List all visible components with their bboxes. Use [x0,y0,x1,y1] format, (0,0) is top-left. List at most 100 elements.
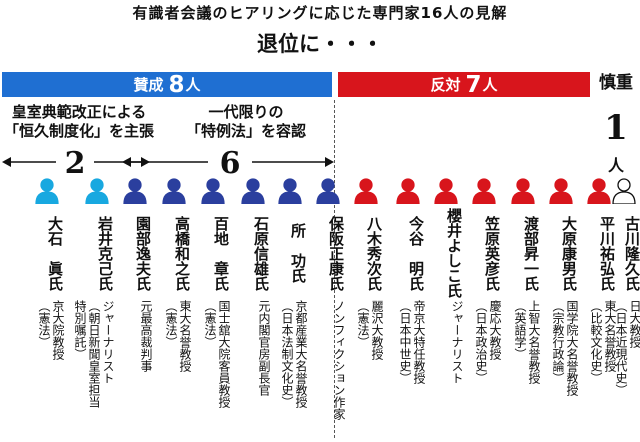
person-icon [30,178,63,204]
person-name: 平川祐弘氏 [598,215,616,291]
person-icon [157,178,190,204]
person-icon [118,178,151,204]
person-affiliation: 国学院大名誉教授 （宗教行政論） [546,300,579,440]
person-name: 古川隆久氏 [623,215,640,291]
person-affiliation-line: ジャーナリスト [101,300,115,384]
group-permanent-count: 2 [64,146,86,181]
group-permanent-line2: 「恒久制度化」を主張 [3,122,154,140]
person-affiliation-line: （日本法制文化史） [280,300,294,408]
person-affiliation-line: 上智大名誉教授 [527,300,541,384]
person-affiliation-line: （憲法） [164,300,178,348]
person-affiliation-line: （比較文化史） [589,300,603,384]
person-affiliation: ジャーナリスト [431,300,464,440]
person-affiliation: 日大教授 （日本近現代史） [609,300,640,440]
against-count: 7 [465,71,482,98]
stance-divider [334,100,335,438]
person-affiliation-line: （英語学） [513,300,527,360]
person-affiliation-line: （朝日新聞皇室担当 [87,300,101,408]
person-affiliation: 元最高裁判事 [120,300,153,440]
group-permanent-line1: 皇室典範改正による [11,103,147,121]
cautious-count: 1 [604,108,628,148]
person-icon [429,178,462,204]
person-icon [467,178,500,204]
person-affiliation-line: 慶応大教授 [488,300,502,360]
group-special-law-line2: 「特例法」を容認 [185,122,306,140]
person-affiliation: 慶応大教授 （日本政治史） [469,300,502,440]
person-name: 大原康男氏 [560,215,578,291]
person-affiliation-line: ジャーナリスト [450,300,464,384]
person-affiliation-line: 国学院大名誉教授 [565,300,579,396]
for-label: 賛成 [133,76,164,94]
person-affiliation-line: 帝京大特任教授 [412,300,426,384]
person-affiliation: 京都産業大名誉教授 （日本法制文化史） [275,300,308,440]
person-affiliation: 麗沢大教授 （憲法） [351,300,384,440]
group-arrows [2,157,334,167]
person-name: 石原信雄氏 [252,215,270,291]
person-icon [391,178,424,204]
person-affiliation: 上智大名誉教授 （英語学） [508,300,541,440]
person-icon [311,178,344,204]
person-icon [506,178,539,204]
person-icon [544,178,577,204]
arrow-head-left-end [141,157,150,167]
person-name: 八木秀次氏 [365,215,383,291]
person-name: 今谷 明氏 [407,215,425,291]
person-affiliation-line: 元最高裁判事 [139,300,153,372]
person-icon [196,178,229,204]
person-icon [582,178,615,204]
group-special-law-line1: 一代限りの [208,103,284,121]
person-name: 所 功氏 [289,223,307,283]
person-affiliation-line: 国士舘大院客員教授 [217,300,231,408]
person-affiliation-line: （宗教行政論） [551,300,565,384]
page-subtitle: 退位に・・・ [257,31,383,56]
arrow-head-right-start [122,157,131,167]
page-title: 有識者会議のヒアリングに応じた専門家16人の見解 [132,4,508,22]
against-band: 反対 7 人 [338,71,590,98]
for-unit: 人 [185,76,201,94]
person-affiliation-line: （日本近現代史） [614,300,628,396]
person-affiliation-line: （憲法） [203,300,217,348]
person-affiliation: 国士舘大院客員教授 （憲法） [198,300,231,440]
person-icon [236,178,269,204]
person-affiliation: 元内閣官房副長官 [238,300,271,440]
person-affiliation-line: 京都産業大名誉教授 [294,300,308,408]
group-permanent-label: 皇室典範改正による 「恒久制度化」を主張 [0,103,158,141]
for-band: 賛成 8 人 [2,71,332,98]
person-affiliation: 東大名誉教授 （比較文化史） [584,300,617,440]
person-affiliation-line: （日本中世史） [398,300,412,384]
person-icon [273,178,306,204]
person-affiliation-line: （日本政治史） [474,300,488,384]
person-affiliation-line: 麗沢大教授 [370,300,384,360]
person-name: 渡部昇一氏 [522,215,540,291]
person-name: 櫻井よしこ氏 [445,208,463,298]
group-special-law-label: 一代限りの 「特例法」を容認 [160,103,332,141]
person-name: 保阪正康氏 [327,215,345,291]
person-affiliation-line: （憲法） [37,300,51,348]
person-name: 大石 眞氏 [46,215,64,291]
cautious-unit: 人 [607,156,624,175]
person-name: 笠原英彦氏 [483,215,501,291]
person-icon [80,178,113,204]
person-affiliation-line: 日大教授 [628,300,640,348]
for-count: 8 [168,71,185,98]
person-affiliation: 帝京大特任教授 （日本中世史） [393,300,426,440]
person-icon [349,178,382,204]
person-name: 百地 章氏 [212,215,230,291]
arrow-head-left-start [2,157,11,167]
person-affiliation-line: （憲法） [356,300,370,348]
arrow-head-right-end [325,157,334,167]
person-affiliation-line: ノンフィクション作家 [332,300,346,420]
person-affiliation-line: 特別嘱託） [73,300,87,360]
person-icon [607,178,640,204]
against-unit: 人 [482,76,498,94]
person-name: 高橋和之氏 [173,215,191,291]
person-affiliation: 東大名誉教授 （憲法） [159,300,192,440]
person-name: 園部逸夫氏 [134,215,152,291]
person-affiliation-line: 元内閣官房副長官 [257,300,271,396]
person-affiliation-line: 東大名誉教授 [178,300,192,372]
person-affiliation-line: 東大名誉教授 [603,300,617,372]
group-special-law-count: 6 [219,146,241,181]
person-affiliation: ノンフィクション作家 [313,300,346,440]
against-label: 反対 [430,76,461,94]
cautious-label: 慎重 [599,73,633,93]
